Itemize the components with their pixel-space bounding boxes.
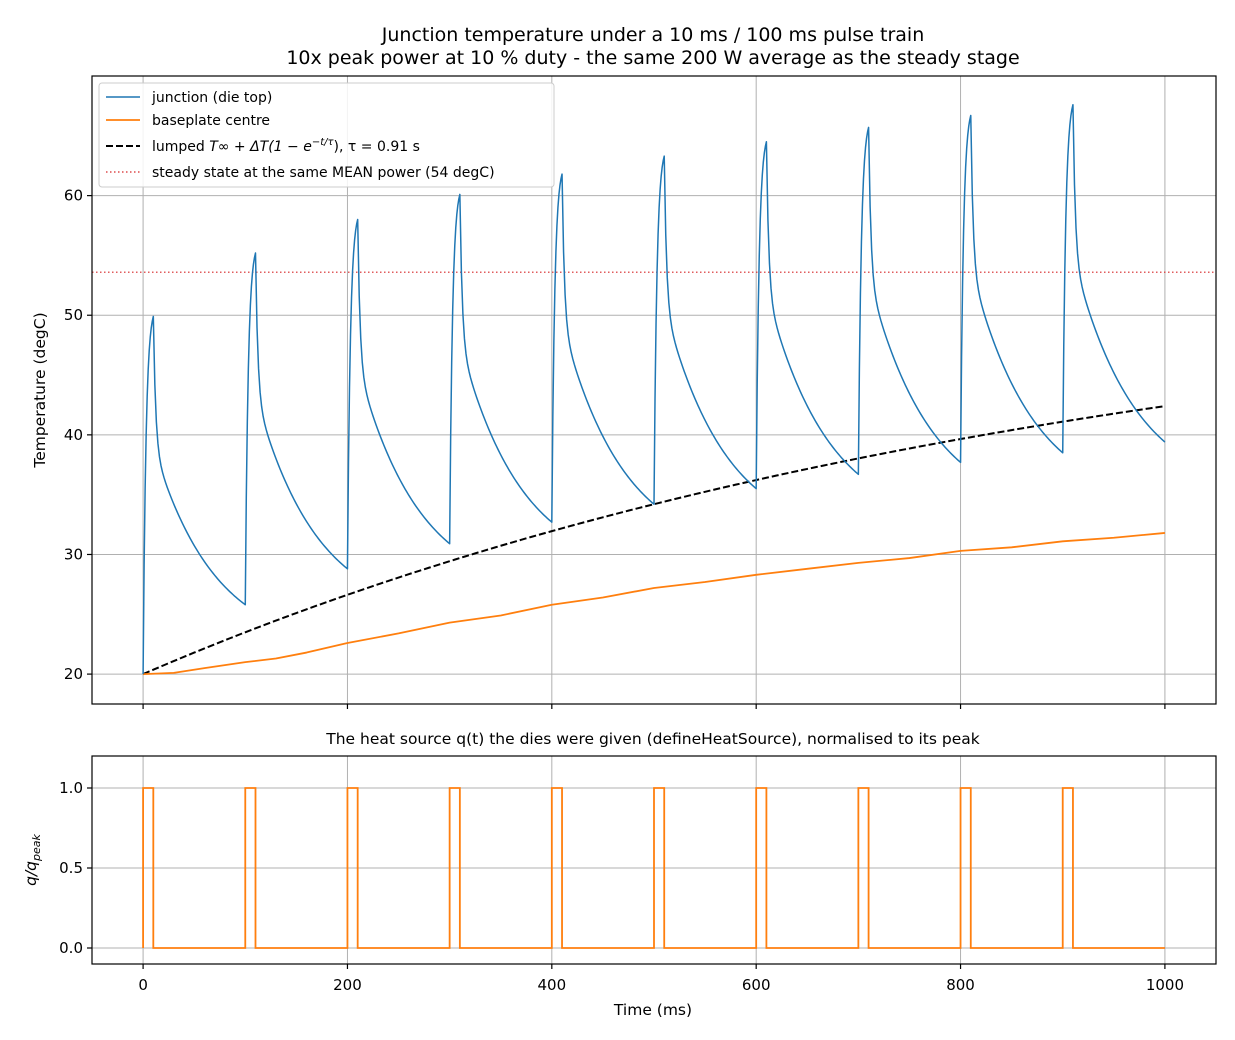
- main-chart-y-tick-label-1: 30: [64, 545, 83, 563]
- main-chart-series: [92, 103, 1216, 676]
- heat-source-x-tick-label-5: 1000: [1146, 976, 1184, 994]
- heat-source-x-tick-label-1: 200: [333, 976, 362, 994]
- main-chart-y-tick-label-0: 20: [64, 665, 83, 683]
- legend-label-steady-state: steady state at the same MEAN power (54 …: [152, 165, 495, 181]
- main-chart-y-axis-label: Temperature (degC): [31, 312, 49, 468]
- heat-source-pulse-line: [142, 787, 1165, 949]
- heat-source-y-label-subscript: peak: [30, 833, 43, 861]
- heat-source-x-tick-label-0: 0: [138, 976, 148, 994]
- heat-source-chart-ticks: 0 200 400 600 800 1000 0.0 0.5 1.0: [59, 779, 1184, 994]
- main-chart-y-tick-label-2: 40: [64, 426, 83, 444]
- heat-source-y-tick-label-2: 1.0: [59, 779, 83, 797]
- legend-label-baseplate: baseplate centre: [152, 113, 270, 129]
- main-chart-title-line-1: Junction temperature under a 10 ms / 100…: [381, 24, 925, 46]
- main-chart-y-tick-label-3: 50: [64, 306, 83, 324]
- main-chart-legend: junction (die top) baseplate centre lump…: [98, 82, 555, 188]
- legend-label-lumped-superscript: −t/τ: [312, 137, 335, 148]
- heat-source-x-tick-label-2: 400: [537, 976, 566, 994]
- junction-temperature-line: [142, 103, 1166, 675]
- heat-source-chart-x-axis-label: Time (ms): [613, 1001, 692, 1019]
- main-chart-title-line-2: 10x peak power at 10 % duty - the same 2…: [286, 47, 1019, 69]
- main-chart-y-tick-label-4: 60: [64, 187, 83, 205]
- heat-source-chart-plot-frame: [91, 755, 1217, 965]
- baseplate-centre-line: [143, 532, 1165, 675]
- legend-label-lumped-math: T∞ + ΔT(1 − e: [209, 139, 312, 155]
- heat-source-x-tick-label-4: 800: [946, 976, 975, 994]
- heat-source-chart-y-axis-label: q/qpeak: [22, 833, 43, 885]
- main-chart-ticks: 20 30 40 50 60: [64, 187, 1166, 709]
- heat-source-y-tick-label-1: 0.5: [59, 859, 83, 877]
- main-chart-plot-frame: [91, 75, 1217, 705]
- heat-source-x-tick-label-3: 600: [742, 976, 771, 994]
- legend-label-lumped-prefix: lumped: [152, 139, 209, 155]
- heat-source-y-label-base: q/q: [22, 861, 40, 886]
- heat-source-chart-series: [142, 787, 1165, 949]
- legend-label-lumped-suffix: ), τ = 0.91 s: [334, 139, 420, 155]
- lumped-model-line: [142, 405, 1166, 676]
- heat-source-y-tick-label-0: 0.0: [59, 939, 83, 957]
- legend-label-lumped: lumped T∞ + ΔT(1 − e−t/τ), τ = 0.91 s: [152, 137, 420, 155]
- legend-frame: [98, 82, 555, 188]
- legend-label-junction: junction (die top): [151, 90, 272, 106]
- heat-source-chart-title: The heat source q(t) the dies were given…: [325, 730, 980, 748]
